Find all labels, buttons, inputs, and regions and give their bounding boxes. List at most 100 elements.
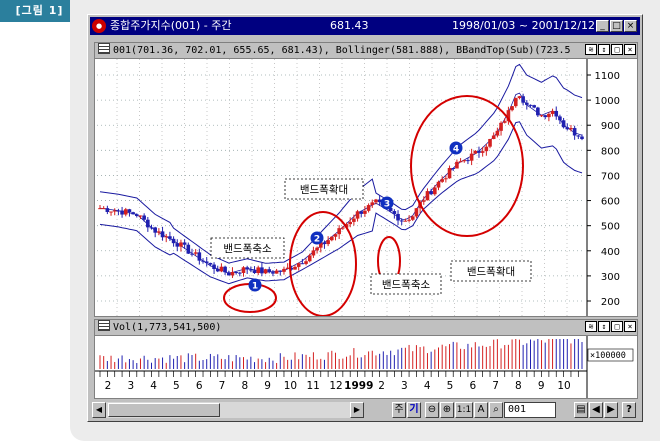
candle [429,191,433,195]
candle [554,110,559,117]
candle [330,236,334,241]
candle [271,272,275,274]
candle [455,161,459,169]
x-tick-label: 11 [307,380,320,392]
candle [517,96,522,99]
annotation-label: 밴드폭확대 [300,183,348,196]
scroll-left-icon[interactable]: ◀ [92,402,106,418]
code-input[interactable]: 001 [504,402,556,418]
font-button[interactable]: A [474,402,488,418]
x-tick-label: 5 [447,380,454,392]
document-icon[interactable]: ▤ [574,402,588,418]
indicator-button[interactable]: ≋ [585,44,597,55]
maximize-button[interactable]: □ [610,20,623,32]
candle [109,211,113,213]
annotation-number-badge [449,141,463,155]
pane-maximize-button[interactable]: □ [611,321,623,332]
close-button[interactable]: × [624,20,637,32]
candle [576,135,581,137]
candle [506,110,511,122]
candle [477,150,481,153]
next-button[interactable]: ▶ [604,402,618,418]
candle [407,219,411,221]
candle [480,151,485,153]
candle [311,250,316,256]
scroll-thumb[interactable] [108,403,220,417]
candle [410,216,415,220]
candle [403,220,408,222]
ratio-button[interactable]: 1:1 [455,402,473,418]
prev-button[interactable]: ◀ [589,402,603,418]
candle [352,218,356,222]
bottom-toolbar: ◀ ▶ 주 기 ⊖ ⊕ 1:1 A ⌕ 001 ▤ ◀ ▶ ? [92,402,640,418]
y-tick-label: 200 [601,297,620,308]
app-logo-icon: ● [92,19,106,33]
candle [263,269,268,274]
period-week-button[interactable]: 주 [392,402,406,418]
candle [274,270,279,274]
candle [300,263,305,265]
x-tick-label: 2 [105,380,112,392]
y-tick-label: 400 [601,247,620,258]
candle [267,269,272,273]
candle [341,227,345,229]
candle [197,252,202,261]
candle [440,179,444,182]
pane-maximize-button[interactable]: □ [611,44,623,55]
candle [558,116,562,121]
x-tick-label: 2 [378,380,385,392]
volume-chart[interactable]: ×100000 2 3 4 5 6 7 8 9 10 11 12 1999 2 3 4 5 6 7 8 9 10 [95,336,637,398]
candle [525,102,529,105]
candle [388,207,393,212]
grid-icon[interactable] [98,320,110,331]
pane-close-button[interactable]: × [624,321,636,332]
y-tick-label: 600 [601,197,620,208]
candle [215,269,220,272]
candle [249,269,253,271]
candle [278,270,283,272]
candle [212,264,216,270]
candle [153,227,157,233]
scroll-right-icon[interactable]: ▶ [350,402,364,418]
candle [241,267,246,273]
candle [561,120,566,128]
zoom-in-button[interactable]: ⊕ [440,402,454,418]
title-bar[interactable]: ● 종합주가지수(001) - 주간 681.43 1998/01/03 ~ 2… [90,17,640,35]
search-icon[interactable]: ⌕ [489,402,503,418]
candle [458,161,463,163]
y-tick-label: 1000 [595,96,620,107]
annotation-number-badge [380,196,394,210]
period-gi-button[interactable]: 기 [407,402,421,418]
grid-icon[interactable] [98,43,110,54]
y-tick-label: 900 [601,121,620,132]
candle [399,220,404,222]
price-chart[interactable]: 1100 1000 900 800 700 600 500 400 300 200 1 밴드폭축소 2 밴… [95,59,637,316]
candle [543,115,548,118]
candle [193,252,198,254]
resize-button[interactable]: ↕ [598,321,610,332]
highlight-circle [410,95,524,237]
candle [179,242,183,247]
bollinger-upper-band [99,63,583,264]
candle [569,128,573,130]
current-value: 681.43 [330,19,369,32]
y-tick-label: 800 [601,146,620,157]
candle [219,266,224,272]
pane-close-button[interactable]: × [624,44,636,55]
candle [149,227,154,229]
annotation-number: 2 [314,235,320,245]
minimize-button[interactable]: _ [596,20,609,32]
candle [473,150,478,154]
help-button[interactable]: ? [622,402,636,418]
zoom-out-button[interactable]: ⊖ [425,402,439,418]
resize-button[interactable]: ↕ [598,44,610,55]
candle [444,178,448,180]
candle [421,200,426,202]
indicator-button[interactable]: ≋ [585,321,597,332]
candle [580,136,584,140]
horizontal-scrollbar[interactable]: ◀ ▶ [92,402,364,418]
price-header-text: 001(701.36, 702.01, 655.65, 681.43), Bol… [113,45,571,56]
candle [495,130,500,136]
candle [469,153,474,161]
candle [208,262,213,265]
